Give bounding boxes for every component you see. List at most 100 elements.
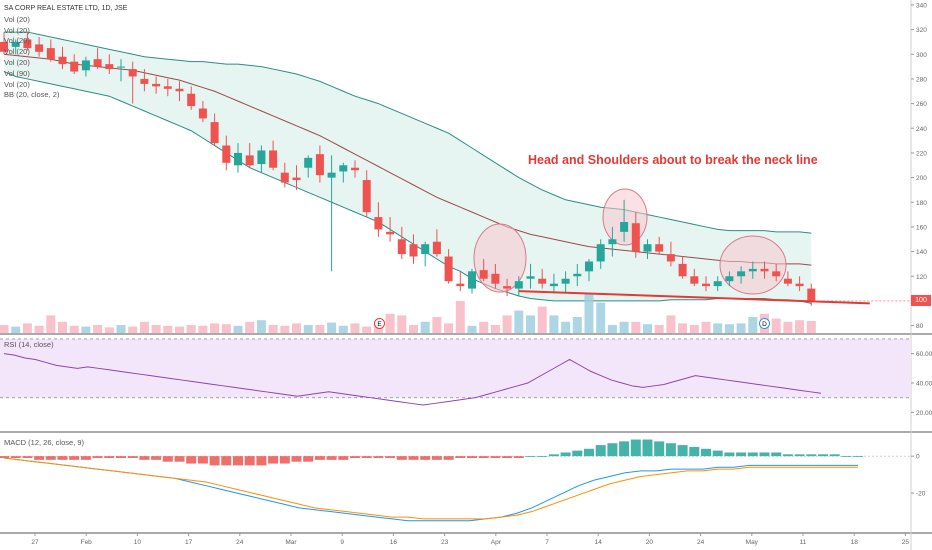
candle-body (526, 276, 535, 279)
macd-histogram-bar (513, 456, 524, 458)
earnings-event-marker[interactable]: E (374, 318, 385, 329)
volume-bar (549, 315, 559, 333)
volume-bar (163, 325, 173, 333)
x-tick-label: Apr (491, 539, 502, 546)
macd-histogram-bar (174, 456, 185, 462)
macd-histogram-bar (233, 456, 243, 466)
x-tick-label: 18 (851, 539, 859, 546)
candle-body (117, 66, 125, 68)
candle-body (444, 256, 453, 282)
macd-histogram-bar (0, 456, 9, 458)
x-tick-label: 14 (595, 539, 603, 546)
candle-body (491, 273, 500, 284)
macd-histogram-bar (736, 452, 747, 457)
macd-histogram-bar (244, 456, 255, 466)
candle-body (725, 276, 734, 282)
macd-histogram-bar (572, 450, 583, 457)
macd-histogram-bar (303, 456, 314, 462)
volume-bar (69, 325, 79, 333)
macd-histogram-bar (747, 452, 758, 457)
candle-body (257, 150, 266, 165)
volume-bar (362, 326, 372, 333)
macd-histogram-bar (151, 456, 162, 460)
candle-body (748, 268, 757, 272)
x-tick-label: 25 (902, 539, 910, 546)
y-tick-label: 220 (916, 150, 927, 157)
macd-histogram-bar (548, 454, 559, 457)
volume-bar (584, 293, 594, 333)
volume-bar (607, 325, 617, 333)
macd-histogram-bar (443, 456, 454, 460)
candle-body (631, 223, 640, 252)
macd-histogram-bar (771, 452, 782, 457)
macd-histogram-bar (92, 456, 103, 458)
volume-bar (0, 325, 9, 333)
candle-body (549, 283, 558, 287)
macd-histogram-bar (853, 456, 864, 457)
macd-histogram-bar (350, 456, 360, 458)
macd-histogram-bar (373, 456, 384, 458)
volume-bar (596, 302, 606, 333)
macd-histogram-bar (467, 456, 477, 458)
volume-bar (93, 325, 103, 333)
pattern-annotation: Head and Shoulders about to break the ne… (528, 153, 818, 167)
candle-body (585, 261, 593, 272)
candle-body (538, 278, 547, 284)
volume-bar (245, 321, 255, 333)
candle-body (222, 145, 231, 163)
macd-histogram-bar (841, 456, 852, 457)
macd-histogram-bar (361, 456, 372, 458)
y-tick-label: 200 (916, 175, 927, 182)
volume-bar (631, 321, 641, 333)
rsi-tick-label: 20.00 (916, 410, 932, 417)
volume-bar (315, 325, 325, 333)
volume-bar (397, 315, 407, 333)
macd-histogram-bar (57, 456, 68, 460)
macd-histogram-bar (10, 456, 21, 458)
candle-body (269, 150, 278, 168)
y-tick-label: 340 (916, 2, 927, 9)
candle-body (479, 270, 488, 279)
macd-histogram-bar (256, 456, 267, 466)
volume-bar (748, 317, 758, 333)
macd-histogram-bar (782, 454, 793, 457)
x-tick-label: 24 (697, 539, 705, 546)
volume-bar (666, 315, 676, 333)
x-tick-label: Feb (81, 539, 93, 546)
legend-item-vol: Vol (20) (4, 57, 30, 67)
volume-bar (34, 325, 44, 333)
macd-histogram-bar (162, 456, 173, 462)
macd-histogram-bar (431, 456, 442, 460)
volume-bar (572, 317, 582, 333)
macd-histogram-bar (595, 445, 606, 457)
volume-bar (256, 320, 266, 333)
rsi-tick-label: 40.00 (916, 381, 932, 388)
macd-histogram-bar (712, 450, 723, 457)
volume-bar (467, 325, 477, 333)
macd-histogram-bar (209, 456, 220, 466)
macd-histogram-bar (560, 452, 571, 457)
volume-bar (643, 324, 652, 333)
macd-histogram-bar (794, 454, 805, 457)
macd-histogram-bar (806, 454, 817, 457)
volume-bar (806, 321, 816, 333)
volume-bar (420, 321, 430, 333)
volume-bar (479, 321, 489, 333)
x-tick-label: 10 (134, 539, 142, 546)
macd-histogram-bar (338, 456, 349, 460)
candle-body (140, 78, 149, 84)
y-tick-label: 260 (916, 101, 927, 108)
volume-bar (561, 321, 571, 333)
bollinger-middle-band (3, 53, 812, 266)
macd-histogram-bar (759, 452, 770, 457)
y-tick-label: 280 (916, 76, 927, 83)
candle-body (210, 122, 219, 144)
volume-bar (409, 325, 418, 333)
volume-bar (292, 323, 301, 333)
macd-histogram-bar (197, 456, 208, 464)
candle-body (93, 59, 102, 67)
candle-body (643, 244, 652, 252)
dividend-event-marker[interactable]: D (759, 318, 770, 329)
volume-bar (490, 325, 500, 333)
candle-body (292, 177, 301, 181)
